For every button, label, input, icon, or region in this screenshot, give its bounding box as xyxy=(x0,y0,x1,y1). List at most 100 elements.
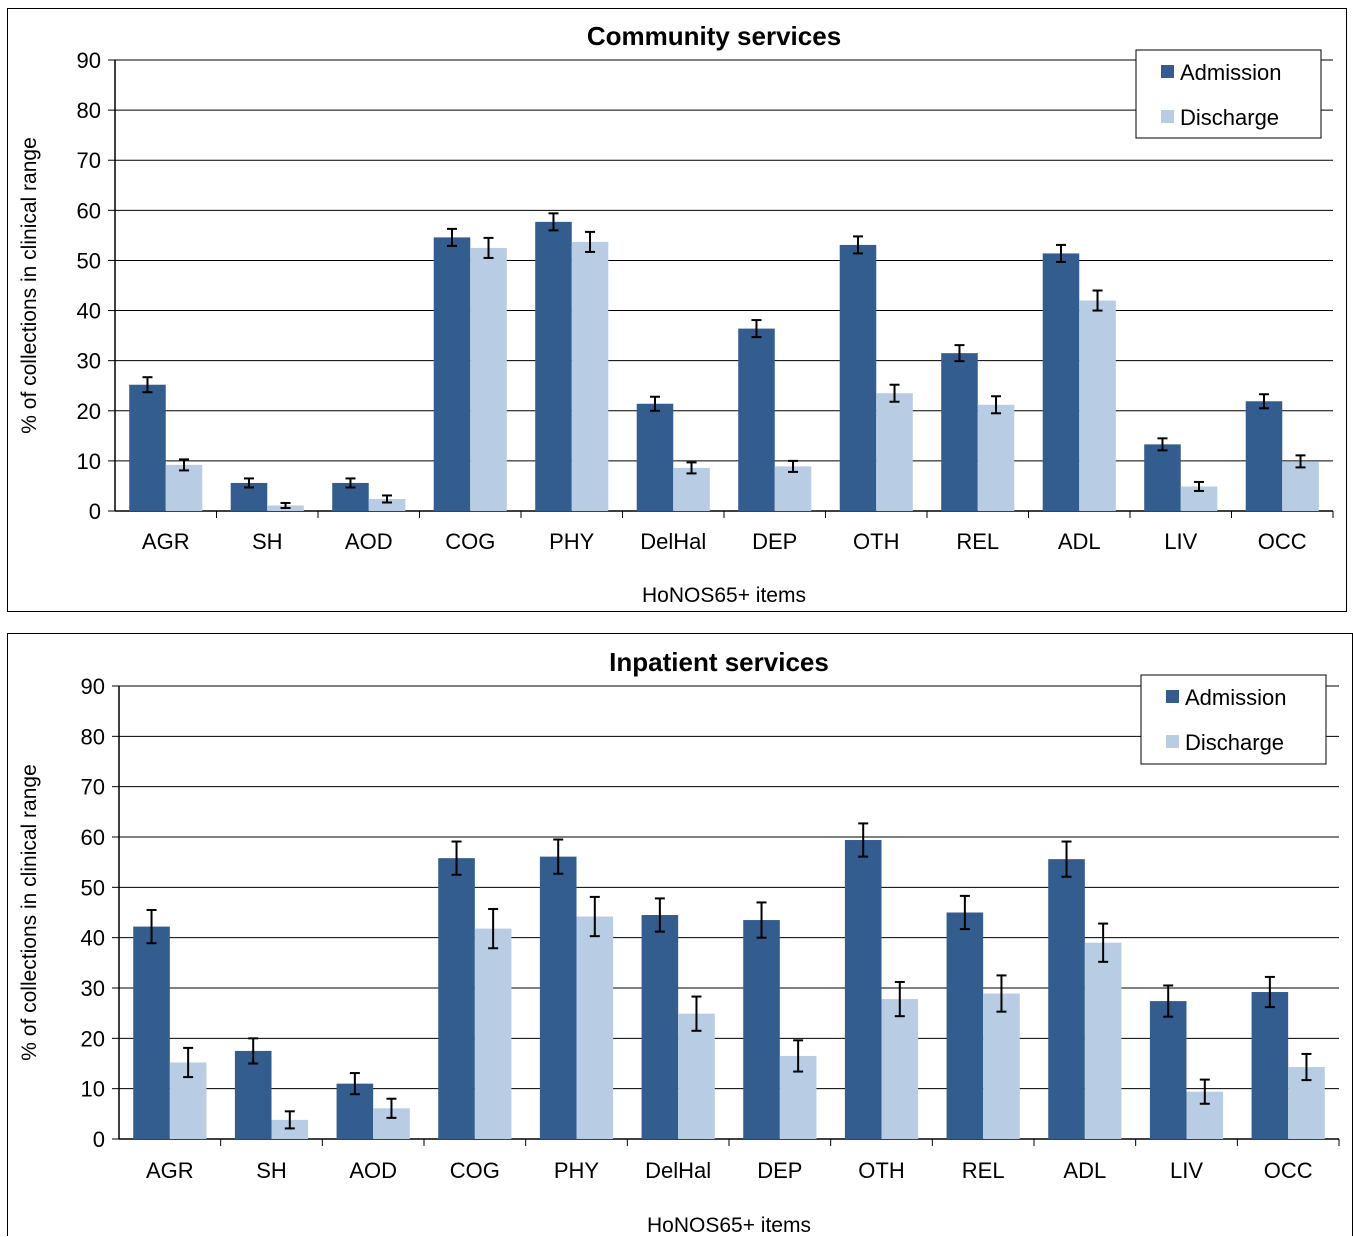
x-tick-label: COG xyxy=(445,529,495,554)
error-bar xyxy=(1264,975,1275,1009)
x-tick-label: DelHal xyxy=(645,1158,711,1183)
bar-admission-dep xyxy=(743,920,780,1139)
bar-admission-agr xyxy=(129,384,166,511)
bar-discharge-adl xyxy=(1084,942,1122,1139)
community-chart-panel: Community services 0 10 20 30 40 50 60 70 80 90 AGR… xyxy=(7,8,1347,612)
error-bar xyxy=(1163,984,1174,1018)
bar-admission-cog xyxy=(438,858,475,1139)
bar-discharge-phy xyxy=(571,241,609,512)
bar-admission-agr xyxy=(133,926,170,1139)
error-bar xyxy=(852,235,863,255)
error-bar xyxy=(1194,480,1205,492)
error-bar xyxy=(1199,1078,1210,1105)
error-bar xyxy=(1301,1052,1312,1082)
error-bar xyxy=(585,230,596,253)
error-bar xyxy=(1157,437,1168,452)
bar-discharge-sh xyxy=(271,1119,309,1139)
error-bar xyxy=(649,395,660,412)
error-bar xyxy=(382,494,393,504)
error-bar xyxy=(284,1110,295,1130)
y-tick-label: 40 xyxy=(77,299,101,324)
legend-swatch-discharge xyxy=(1161,110,1174,123)
error-bar xyxy=(488,907,499,950)
error-bar xyxy=(894,980,905,1018)
legend-swatch-discharge xyxy=(1166,735,1179,748)
y-tick-label: 30 xyxy=(81,976,105,1001)
y-tick-label: 90 xyxy=(77,48,101,73)
x-tick-label: OTH xyxy=(853,529,899,554)
bar-admission-occ xyxy=(1251,992,1289,1139)
bar-admission-liv xyxy=(1149,1001,1187,1139)
bar-admission-phy xyxy=(539,856,577,1139)
x-tick-label: ADL xyxy=(1058,529,1101,554)
y-tick-label: 80 xyxy=(81,724,105,749)
bar-discharge-oth xyxy=(876,393,913,511)
x-tick-label: ADL xyxy=(1063,1158,1106,1183)
error-bar xyxy=(1061,840,1072,878)
y-tick-label: 90 xyxy=(81,674,105,699)
bar-admission-oth xyxy=(839,244,877,511)
error-bar xyxy=(788,459,799,473)
bar-discharge-adl xyxy=(1079,300,1116,511)
bar-admission-rel xyxy=(946,912,984,1139)
error-bar xyxy=(142,376,153,394)
error-bar xyxy=(1295,454,1306,469)
error-bar xyxy=(345,477,356,489)
y-tick-label: 70 xyxy=(77,148,101,173)
error-bar xyxy=(548,212,559,232)
y-tick-label: 0 xyxy=(93,1127,105,1152)
bar-discharge-cog xyxy=(470,247,507,511)
error-bar xyxy=(954,344,965,363)
error-bar xyxy=(483,236,494,259)
inpatient-chart-panel: Inpatient services 0 10 20 30 40 50 60 70 80 90 AGR… xyxy=(7,633,1353,1237)
y-tick-label: 20 xyxy=(77,399,101,424)
error-bar xyxy=(349,1072,360,1096)
legend-label-admission: Admission xyxy=(1185,685,1286,710)
y-tick-label: 60 xyxy=(81,825,105,850)
x-tick-label: COG xyxy=(450,1158,500,1183)
y-tick-label: 30 xyxy=(77,349,101,374)
x-tick-label: OCC xyxy=(1258,529,1307,554)
y-tick-label: 40 xyxy=(81,926,105,951)
y-tick-label: 10 xyxy=(81,1077,105,1102)
error-bar xyxy=(451,840,462,876)
legend-box xyxy=(1140,674,1327,765)
community-chart: Community services 0 10 20 30 40 50 60 70 80 90 AGR… xyxy=(18,21,1334,607)
bar-discharge-occ xyxy=(1282,461,1319,511)
y-tick-label: 50 xyxy=(81,875,105,900)
legend: Admission Discharge xyxy=(1140,674,1327,765)
chart-title: Community services xyxy=(587,21,841,51)
bar-admission-cog xyxy=(433,237,471,512)
x-tick-label: PHY xyxy=(549,529,595,554)
bar-discharge-delhal xyxy=(673,467,710,511)
x-tick-label: REL xyxy=(962,1158,1005,1183)
legend-label-admission: Admission xyxy=(1180,60,1281,85)
inpatient-chart: Inpatient services 0 10 20 30 40 50 60 70 80 90 AGR… xyxy=(18,647,1340,1237)
bar-admission-occ xyxy=(1245,401,1283,511)
error-bar xyxy=(243,477,254,489)
legend-swatch-admission xyxy=(1161,65,1174,78)
legend-swatch-admission xyxy=(1166,690,1179,703)
error-bar xyxy=(1055,243,1066,263)
error-bar xyxy=(756,901,767,939)
error-bar xyxy=(793,1039,804,1073)
error-bar xyxy=(280,501,291,509)
y-axis-label: % of collections in clinical range xyxy=(18,137,41,433)
bar-admission-adl xyxy=(1048,859,1085,1139)
error-bar xyxy=(183,1046,194,1079)
bar-discharge-dep xyxy=(774,466,812,511)
x-tick-label: LIV xyxy=(1164,529,1197,554)
x-tick-label: DelHal xyxy=(640,529,706,554)
error-bar xyxy=(248,1037,259,1065)
y-tick-label: 70 xyxy=(81,775,105,800)
bar-discharge-agr xyxy=(165,464,203,511)
bar-admission-phy xyxy=(535,221,572,511)
bar-admission-oth xyxy=(844,840,882,1139)
x-tick-label: AGR xyxy=(146,1158,194,1183)
y-tick-label: 80 xyxy=(77,98,101,123)
error-bar xyxy=(889,383,900,403)
x-tick-label: LIV xyxy=(1170,1158,1203,1183)
error-bar xyxy=(691,995,702,1032)
error-bar xyxy=(386,1097,397,1119)
bar-admission-rel xyxy=(941,353,978,511)
